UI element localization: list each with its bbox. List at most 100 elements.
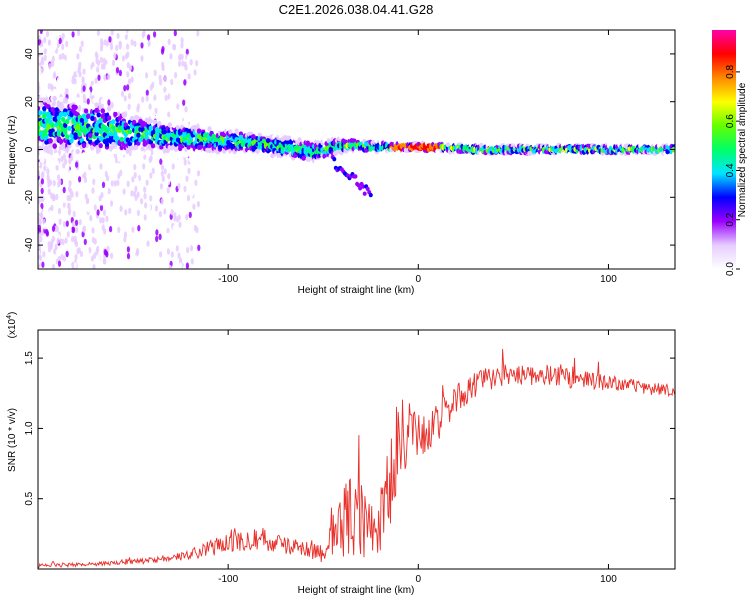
spectrogram-cell [158, 210, 162, 218]
spectrogram-cell [41, 58, 45, 66]
spectrogram-cell [201, 124, 206, 130]
spectrogram-cell [136, 93, 140, 100]
spectrogram-cell [96, 245, 100, 253]
spectrogram-cell [38, 218, 42, 225]
spectrogram-cell [166, 187, 170, 194]
spectrogram-cell [46, 99, 51, 105]
spectrogram-cell [136, 209, 140, 217]
spectrogram-cell [38, 170, 41, 177]
spectrogram-cell [48, 199, 52, 206]
spectrogram-cell [101, 217, 105, 224]
spectrogram-cell [119, 169, 123, 176]
spectrogram-cell [173, 237, 178, 244]
spectrogram-cell [62, 59, 67, 66]
spectrogram-cell [129, 145, 135, 151]
spectrogram-cell [201, 117, 206, 123]
spectrogram-cell [171, 87, 175, 94]
spectrogram-cell [365, 186, 370, 192]
spectrogram-cell [68, 157, 72, 164]
spectrogram-cell [150, 143, 156, 149]
spectrogram-cell [182, 99, 186, 106]
spectrogram-cell [58, 96, 64, 103]
spectrogram-cell [83, 176, 88, 183]
spectrogram-cell [147, 40, 151, 47]
spectrogram-cell [186, 194, 191, 202]
spectrogram-cell [104, 142, 110, 148]
spectrogram-cell [180, 37, 184, 44]
spectrogram-cell [41, 171, 45, 178]
spectrogram-cell [111, 164, 116, 170]
spectrogram-cell [94, 102, 99, 108]
spectrogram-cell [160, 170, 164, 177]
spectrogram-cell [177, 84, 181, 91]
spectrogram-cell [174, 112, 178, 120]
spectrogram-cell [420, 151, 426, 157]
spectrogram-cell [57, 260, 62, 267]
spectrogram-cell [130, 39, 134, 46]
spectrogram-cell [42, 113, 47, 119]
spectrogram-cell [62, 230, 66, 238]
spectrogram-cell [109, 43, 114, 51]
spectrogram-cell [116, 179, 120, 186]
spectrogram-cell [52, 180, 56, 187]
spectrogram-cell [148, 103, 152, 110]
spectrogram-cell [160, 205, 164, 212]
spectrogram-cell [104, 187, 108, 194]
spectrogram-cell [178, 221, 182, 228]
spectrogram-cell [101, 181, 106, 188]
spectrogram-cell [119, 145, 124, 151]
spectrogram-y-tick-label: 0 [24, 146, 35, 152]
spectrogram-cell [43, 36, 47, 44]
spectrogram-cell [131, 70, 135, 77]
spectrogram-cell [40, 223, 45, 230]
spectrogram-cell [357, 133, 363, 139]
spectrogram-cell [185, 43, 189, 50]
spectrogram-cell [347, 134, 352, 140]
spectrogram-cell [667, 153, 672, 159]
spectrogram-cell [198, 157, 204, 164]
spectrogram-cell [62, 177, 67, 185]
spectrogram-cell [54, 160, 59, 166]
spectrogram-cell [39, 101, 43, 109]
spectrogram-cell [125, 125, 131, 131]
snr-series-line [38, 348, 675, 569]
spectrogram-cell [118, 43, 122, 50]
spectrogram-cell [49, 149, 54, 156]
spectrogram-cell [127, 92, 132, 100]
spectrogram-cell [68, 226, 72, 234]
spectrogram-cell [117, 156, 122, 162]
spectrogram-cell [86, 92, 91, 98]
snr-y-axis-label: SNR (10 * v/v) [7, 408, 18, 472]
spectrogram-cell [134, 194, 138, 201]
spectrogram-cell [105, 174, 110, 182]
spectrogram-cell [134, 185, 138, 193]
colorbar-tick-label: 0.6 [725, 114, 736, 128]
spectrogram-cell [149, 172, 153, 179]
spectrogram-cell [96, 66, 100, 73]
spectrogram-cell [339, 134, 344, 140]
spectrogram-cell [45, 239, 49, 246]
spectrogram-cell [123, 30, 127, 36]
spectrogram-cell [94, 77, 98, 84]
colorbar-tick-label: 0.0 [725, 262, 736, 276]
spectrogram-cell [177, 252, 181, 259]
spectrogram-cell [187, 73, 191, 80]
spectrogram-cell [115, 250, 119, 257]
spectrogram-cell [56, 237, 60, 244]
spectrogram-cell [93, 204, 97, 211]
spectrogram-cell [201, 150, 206, 157]
spectrogram-cell [361, 184, 366, 189]
snr-x-tick-label: 0 [416, 574, 422, 585]
spectrogram-cell [77, 30, 81, 36]
spectrogram-cell [69, 169, 73, 176]
spectrogram-cell [130, 190, 134, 197]
spectrogram-x-tick-label: 100 [600, 274, 617, 285]
spectrogram-cell [59, 195, 63, 202]
spectrogram-cell [182, 265, 186, 269]
spectrogram-cell [79, 169, 85, 175]
spectrogram-cell [324, 157, 329, 163]
spectrogram-cell [62, 111, 68, 117]
spectrogram-cell [122, 43, 126, 51]
spectrogram-cell [175, 245, 179, 252]
spectrogram-cell [81, 231, 85, 238]
